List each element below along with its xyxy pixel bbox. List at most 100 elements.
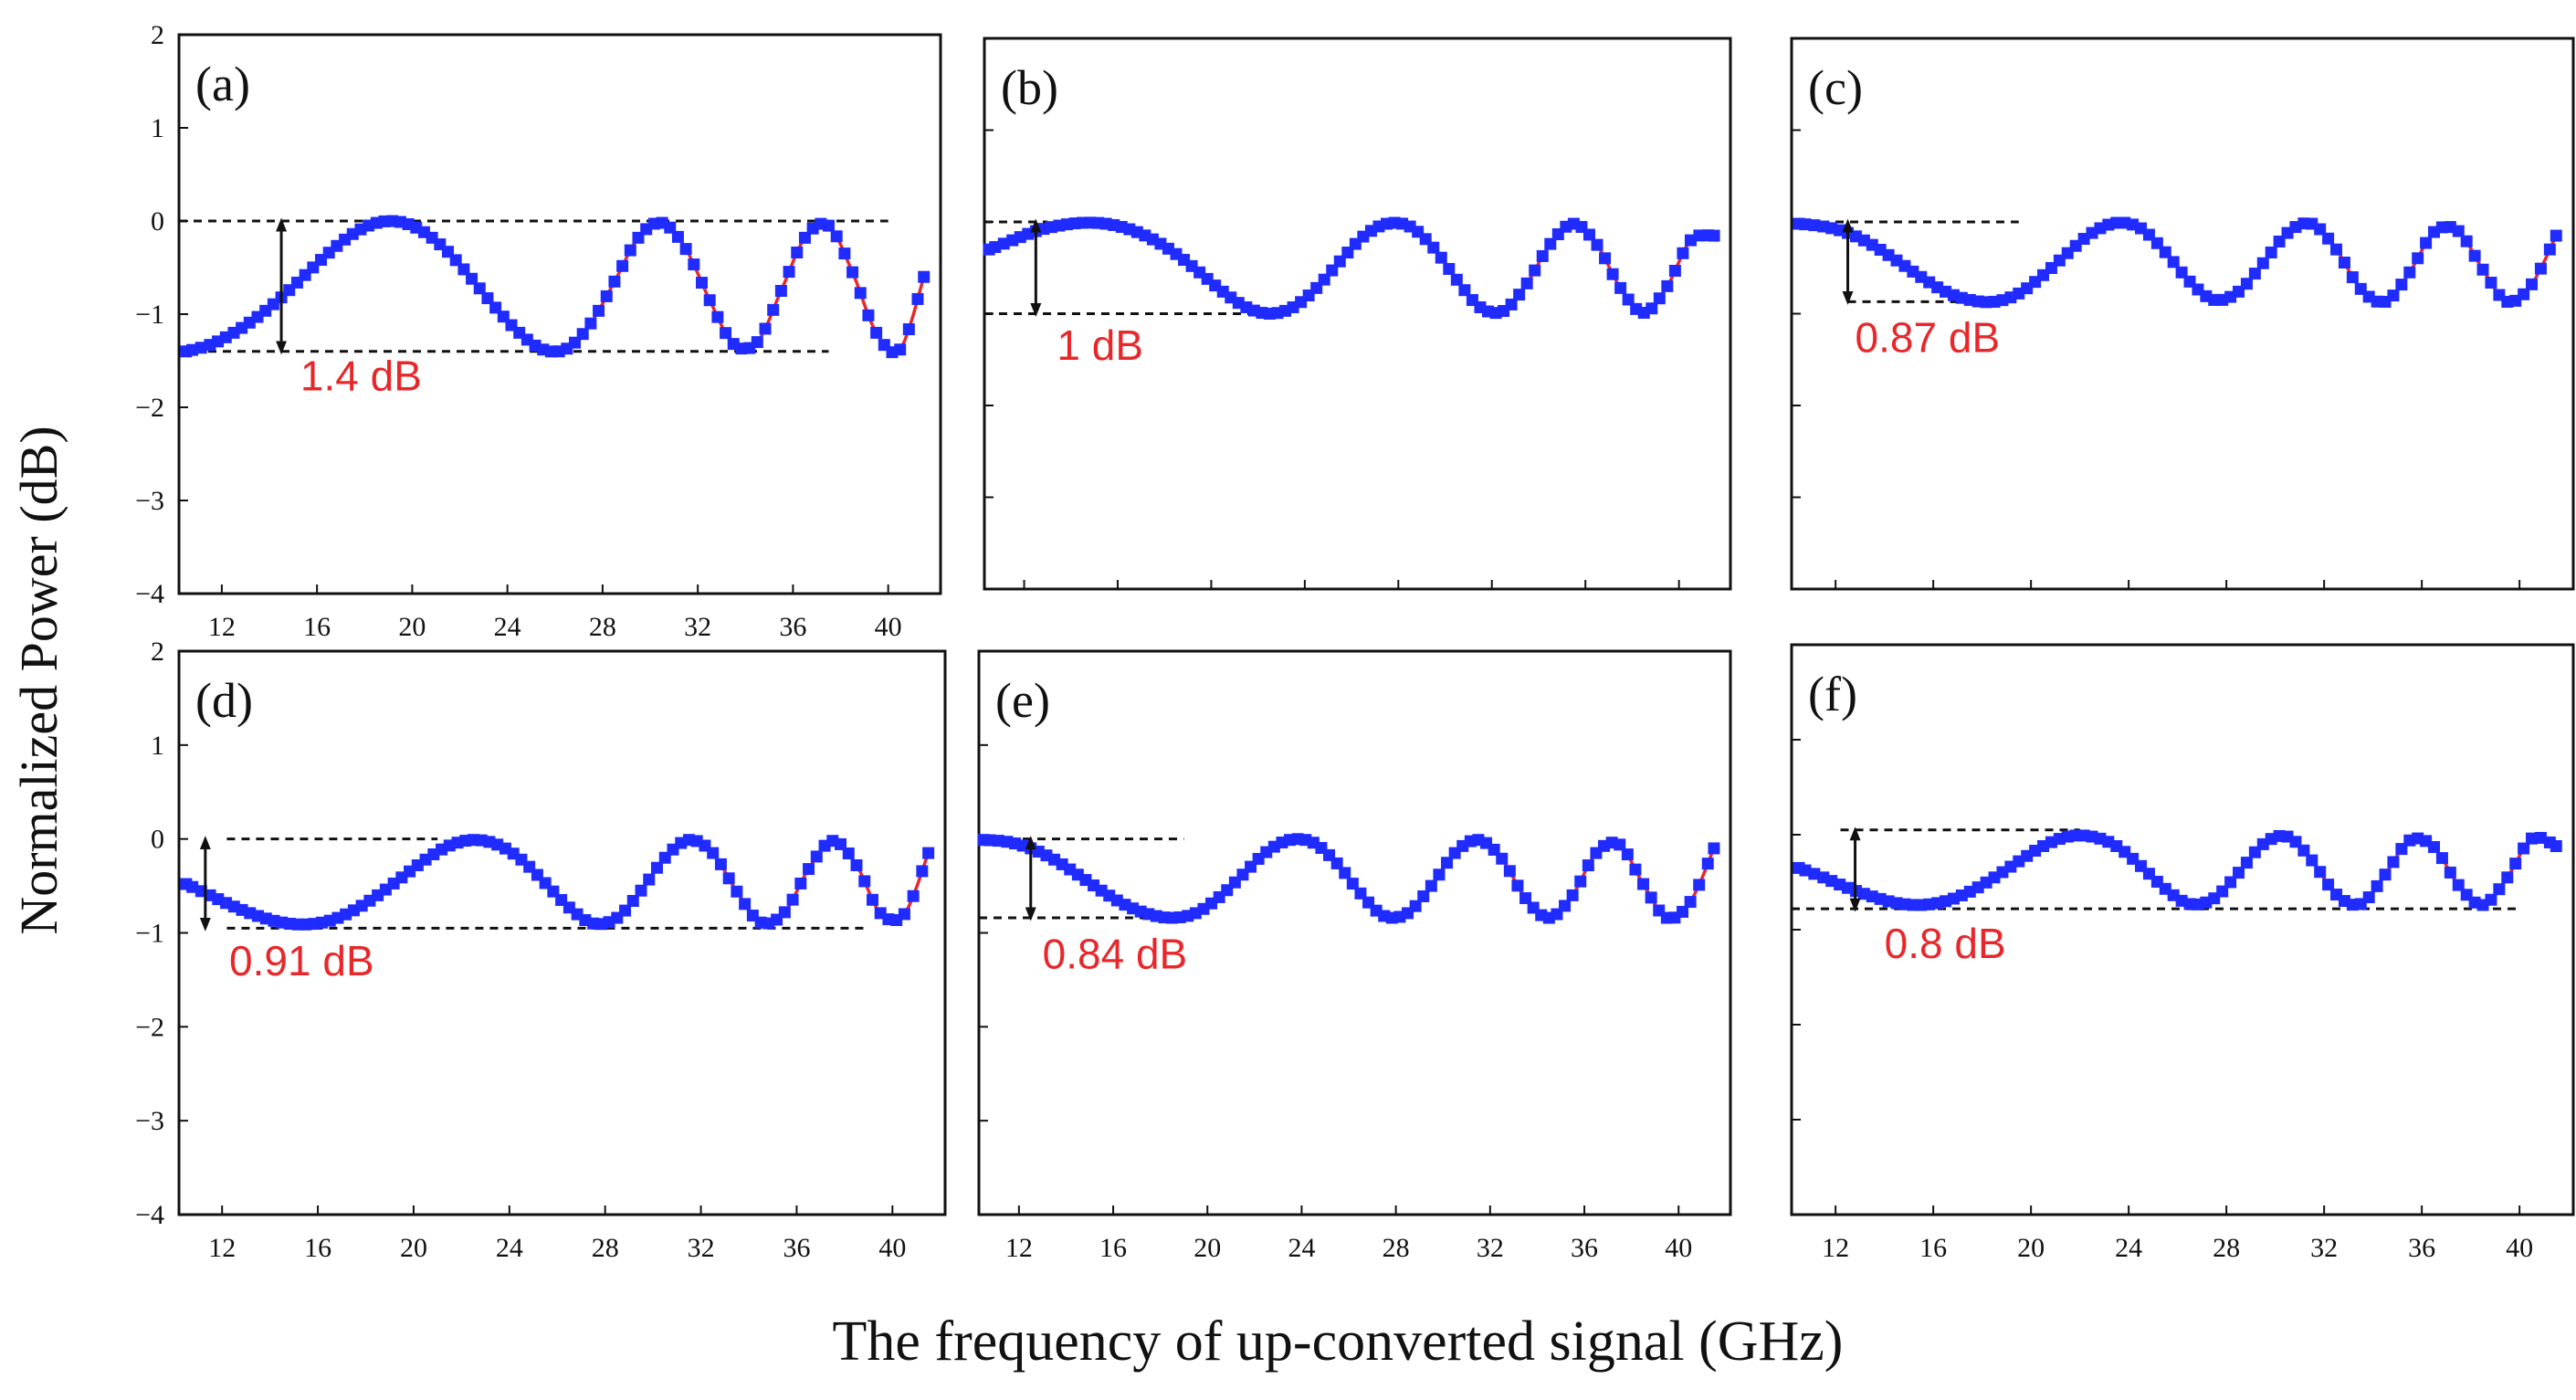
data-point <box>798 231 811 244</box>
data-point <box>2330 243 2343 256</box>
data-point <box>774 285 787 297</box>
data-point <box>722 872 735 885</box>
data-point <box>1519 891 1532 904</box>
data-point <box>1505 298 1518 311</box>
data-point <box>1574 875 1587 888</box>
data-point <box>643 873 656 886</box>
data-point <box>786 893 799 906</box>
y-tick-label: 0 <box>151 206 164 237</box>
panel-label: (f) <box>1808 667 1857 721</box>
data-point <box>2322 232 2335 245</box>
data-point <box>696 277 709 289</box>
data-point <box>1346 878 1359 890</box>
data-point <box>2435 852 2448 865</box>
data-point <box>911 292 924 305</box>
data-point <box>1582 859 1594 872</box>
data-point <box>1653 292 1666 305</box>
data-point <box>1496 852 1509 865</box>
x-tick-label: 32 <box>684 612 711 642</box>
data-point <box>707 847 720 859</box>
data-point <box>1339 867 1351 879</box>
data-point <box>2167 256 2180 268</box>
data-point <box>2444 866 2456 879</box>
x-axis-title: The frequency of up-converted signal (GH… <box>833 1311 1844 1373</box>
data-point <box>1591 238 1603 251</box>
data-point <box>2518 842 2530 855</box>
data-point <box>664 221 677 234</box>
data-point <box>1529 264 1541 277</box>
data-point <box>1808 219 1821 232</box>
data-point <box>2428 841 2441 854</box>
data-point <box>2452 879 2465 891</box>
data-point <box>1318 273 1330 286</box>
data-point <box>1799 864 1812 877</box>
x-tick-label: 24 <box>2115 1233 2142 1263</box>
panel-e: 12 16 20 24 28 32 36 40 (e) 0.84 dB <box>977 649 1732 1263</box>
x-tick-label: 32 <box>1477 1233 1504 1263</box>
data-point <box>1808 868 1821 880</box>
plot-frame <box>177 649 947 1216</box>
data-point <box>1622 293 1635 306</box>
data-point <box>862 309 875 321</box>
data-point <box>624 244 636 257</box>
data-point <box>810 850 823 863</box>
data-point <box>703 294 716 307</box>
data-point <box>791 246 804 258</box>
panel-b: (b) 1 dB <box>983 37 1732 591</box>
x-tick-label: 28 <box>589 612 616 642</box>
data-point <box>1354 887 1367 900</box>
y-tick-label: 1 <box>151 731 164 761</box>
data-point <box>1409 900 1422 912</box>
data-point <box>2233 867 2245 879</box>
data-point <box>449 254 462 267</box>
data-point <box>1599 252 1612 265</box>
x-tick-label: 20 <box>398 612 426 642</box>
plot-frame <box>177 33 942 595</box>
data-point <box>902 323 915 336</box>
data-point <box>2387 289 2400 302</box>
data-point <box>1425 879 1437 892</box>
y-tick-label: −1 <box>135 300 164 330</box>
data-point <box>489 301 502 314</box>
data-point <box>842 847 855 860</box>
data-point <box>794 877 807 889</box>
x-tick-label: 24 <box>1288 1233 1315 1263</box>
data-point <box>731 885 743 898</box>
data-point <box>608 275 621 288</box>
data-point <box>894 343 907 356</box>
data-point <box>2534 831 2547 844</box>
data-point <box>2526 832 2539 845</box>
data-point <box>1645 891 1657 904</box>
data-point <box>2371 879 2383 892</box>
data-point <box>846 266 859 279</box>
data-point <box>1708 842 1720 855</box>
data-point <box>1559 900 1572 912</box>
data-point <box>2485 893 2497 906</box>
panel-label: (b) <box>1001 60 1058 115</box>
x-tick-label: 40 <box>878 1233 906 1263</box>
x-tick-label: 12 <box>1822 1233 1849 1263</box>
data-point <box>1544 237 1557 250</box>
x-tick-label: 24 <box>494 612 521 642</box>
data-point <box>1488 843 1500 856</box>
data-point <box>651 861 664 874</box>
data-point <box>1520 277 1533 289</box>
data-point <box>2543 243 2556 256</box>
data-point <box>2452 225 2465 237</box>
data-point <box>2240 857 2253 869</box>
x-tick-label: 16 <box>1919 1233 1947 1263</box>
data-point <box>838 247 851 260</box>
data-point <box>2322 879 2335 891</box>
data-point <box>916 865 929 878</box>
data-point <box>2248 268 2261 280</box>
data-point <box>751 336 763 349</box>
data-point <box>2314 866 2327 879</box>
data-point <box>1637 878 1650 890</box>
x-tick-label: 24 <box>496 1233 523 1263</box>
data-point <box>767 303 780 316</box>
data-point <box>866 893 878 906</box>
data-point <box>850 858 863 871</box>
data-point <box>1684 896 1697 909</box>
data-point <box>2338 257 2350 269</box>
